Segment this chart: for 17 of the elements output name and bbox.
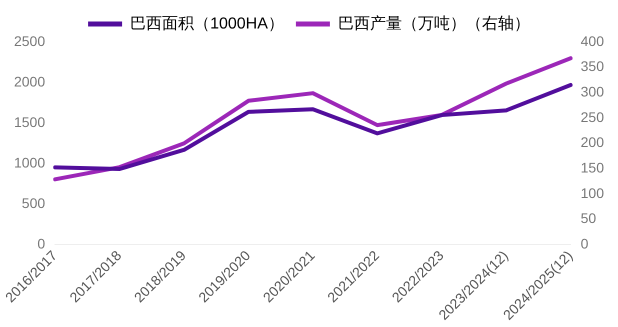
y2-tick-label: 50 (580, 210, 596, 226)
y-tick-label: 2500 (14, 32, 46, 49)
y-tick-label: 500 (22, 195, 46, 212)
y2-tick-label: 250 (580, 108, 604, 125)
y2-tick-label: 400 (580, 32, 604, 49)
legend-label: 巴西面积（1000HA） (130, 15, 284, 32)
y2-tick-label: 300 (580, 84, 604, 100)
y-tick-label: 1500 (14, 114, 46, 130)
y2-tick-label: 100 (580, 184, 604, 201)
y-tick-label: 1000 (14, 154, 46, 170)
y2-tick-label: 200 (580, 134, 604, 150)
y-tick-label: 0 (37, 236, 46, 252)
y2-tick-label: 350 (580, 58, 604, 74)
legend-label: 巴西产量（万吨）（右轴） (338, 14, 530, 32)
y-tick-label: 2000 (14, 73, 46, 90)
y2-tick-label: 0 (580, 236, 589, 252)
y2-tick-label: 150 (580, 160, 604, 176)
